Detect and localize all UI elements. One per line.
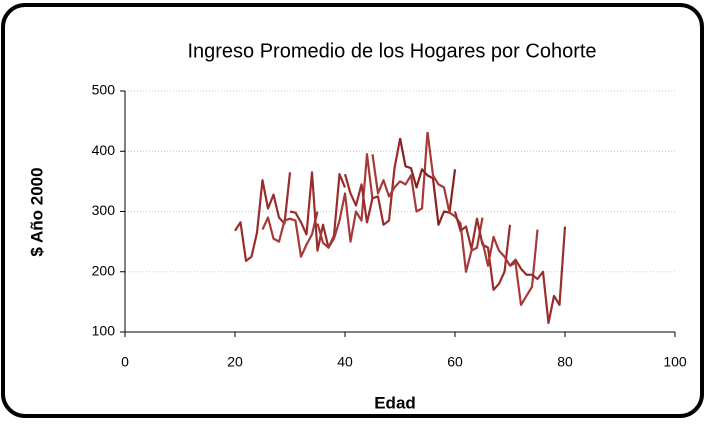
x-tick-label: 0 [121,354,129,370]
x-tick-label: 20 [227,354,243,370]
x-tick-label: 80 [557,354,573,370]
y-tick-label: 500 [92,82,116,98]
series-line [509,226,567,325]
y-axis-label: $ Año 2000 [27,167,46,256]
x-tick-label: 40 [337,354,353,370]
series-line [343,138,402,226]
x-tick-label: 60 [447,354,463,370]
series-line [371,131,429,213]
y-tick-label: 300 [92,202,116,218]
y-tick-label: 200 [92,262,116,278]
x-tick-label: 100 [663,354,687,370]
series-line [289,171,347,252]
y-tick-label: 100 [92,323,116,339]
series-line [426,131,484,273]
series-line [261,211,319,258]
y-tick-label: 400 [92,142,116,158]
series-line [234,172,292,263]
series-line [398,137,457,226]
x-axis-label: Edad [374,393,416,412]
chart-title: Ingreso Promedio de los Hogares por Coho… [187,40,596,62]
plot-area: 100 200 300 400 500 0 20 40 60 80 100 [92,82,687,370]
chart-frame [1,3,704,418]
